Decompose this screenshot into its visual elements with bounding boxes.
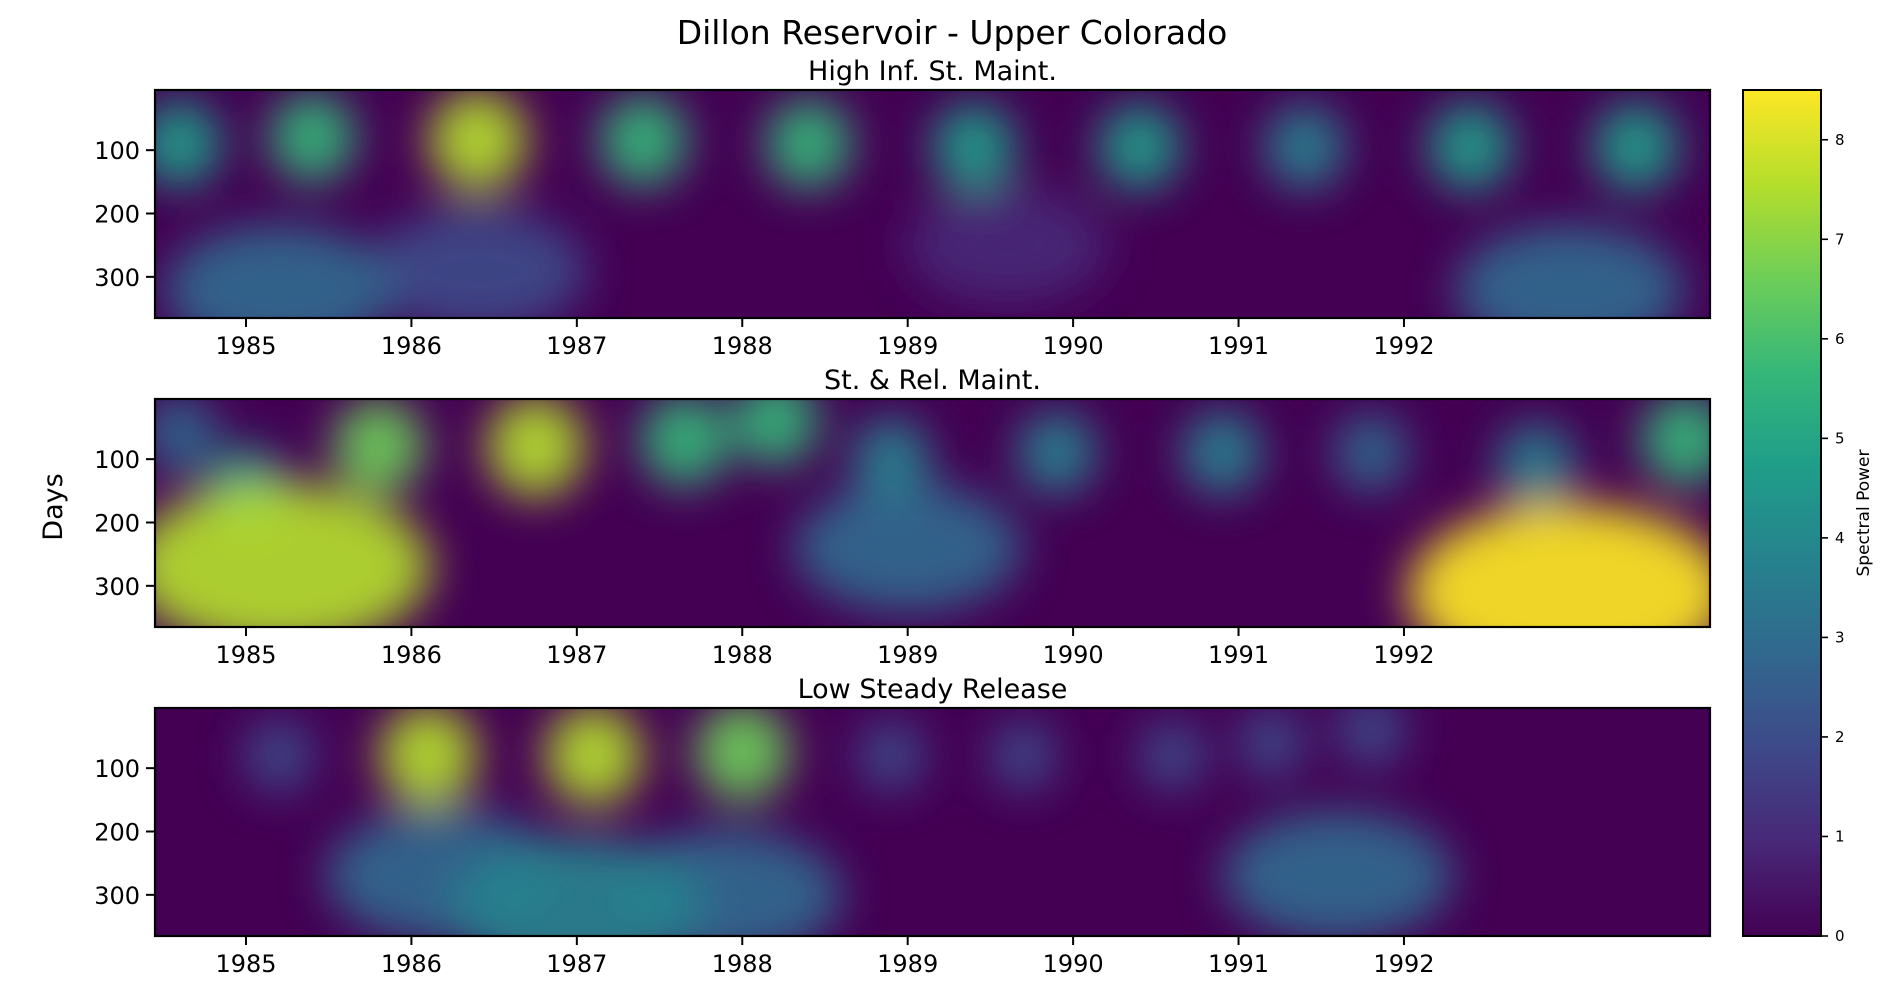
panel-frame — [153, 88, 1712, 320]
x-tick-label: 1987 — [546, 950, 607, 978]
spectral-hotspot — [1138, 719, 1207, 792]
x-tick-label: 1990 — [1043, 332, 1104, 360]
spectral-hotspot — [1427, 102, 1513, 192]
spectral-hotspot — [906, 187, 1108, 303]
spectral-hotspot — [1333, 413, 1409, 493]
spectral-hotspot — [332, 399, 425, 495]
spectral-hotspot — [1335, 708, 1407, 768]
spectral-hotspot — [639, 399, 729, 487]
x-tick-label: 1988 — [712, 950, 773, 978]
panel-subtitle: St. & Rel. Maint. — [824, 365, 1041, 396]
spectral-hotspot — [450, 836, 703, 936]
colorbar-tick-label: 4 — [1835, 529, 1845, 547]
spectral-hotspot — [1181, 410, 1263, 496]
y-tick-label: 100 — [94, 755, 140, 783]
panel-subtitle: Low Steady Release — [798, 674, 1068, 705]
x-tick-label: 1985 — [215, 641, 276, 669]
y-tick-label: 200 — [94, 201, 140, 229]
x-tick-label: 1989 — [877, 332, 938, 360]
x-tick-label: 1991 — [1208, 332, 1269, 360]
y-tick-label: 100 — [94, 137, 140, 165]
spectral-hotspot — [545, 708, 642, 806]
panel-frame — [153, 706, 1712, 938]
x-tick-label: 1985 — [215, 950, 276, 978]
colorbar-tick-label: 8 — [1835, 131, 1845, 149]
colorbar-tick-label: 7 — [1835, 230, 1845, 248]
spectral-hotspot — [1640, 399, 1710, 487]
panel-subtitle: High Inf. St. Maint. — [808, 56, 1057, 87]
spectral-hotspot — [269, 92, 356, 183]
spectral-hotspot — [1222, 810, 1454, 936]
x-tick-label: 1992 — [1373, 950, 1434, 978]
spectral-hotspot — [1016, 411, 1097, 495]
x-tick-label: 1992 — [1373, 641, 1434, 669]
spectral-hotspot — [1237, 708, 1306, 780]
y-tick-label: 200 — [94, 510, 140, 538]
spectral-hotspot — [155, 100, 222, 188]
spectral-hotspot — [1264, 104, 1346, 190]
spectral-hotspot — [851, 417, 932, 502]
y-axis-label: Days — [38, 473, 69, 540]
x-tick-label: 1990 — [1043, 950, 1104, 978]
panel-frame — [153, 397, 1712, 629]
colorbar-label: Spectral Power — [1854, 450, 1874, 577]
colorbar-tick-label: 3 — [1835, 628, 1845, 646]
spectral-hotspot — [428, 90, 527, 192]
spectral-hotspot — [1408, 504, 1710, 627]
spectral-hotspot — [1098, 103, 1181, 191]
colorbar-tick-label: 2 — [1835, 728, 1845, 746]
spectral-hotspot — [155, 483, 431, 627]
y-tick-label: 100 — [94, 446, 140, 474]
colorbar-tick-label: 1 — [1835, 827, 1845, 845]
spectral-hotspot — [379, 708, 477, 807]
spectral-hotspot — [155, 399, 218, 474]
x-tick-label: 1987 — [546, 641, 607, 669]
spectral-hotspot — [163, 224, 395, 318]
colorbar-tick-label: 5 — [1835, 429, 1845, 447]
x-tick-label: 1986 — [381, 950, 442, 978]
colorbar-tick-label: 6 — [1835, 330, 1845, 348]
spectral-hotspot — [793, 483, 1022, 613]
panel-2: St. & Rel. Maint. 1985 1986 1987 1988 1989 199… — [94, 365, 1712, 669]
spectral-hotspot — [486, 399, 585, 498]
x-tick-label: 1988 — [712, 641, 773, 669]
spectral-hotspot — [1454, 224, 1685, 318]
panel-1: High Inf. St. Maint. 1985 1986 1987 1988 1989… — [94, 56, 1712, 360]
colorbar-tick-label: 0 — [1835, 927, 1845, 945]
spectral-hotspot — [694, 708, 790, 802]
spectral-hotspot — [856, 719, 926, 792]
y-tick-label: 300 — [94, 264, 140, 292]
spectral-hotspot — [599, 94, 687, 187]
spectral-hotspot — [732, 399, 819, 467]
colorbar-scale — [1742, 89, 1822, 937]
spectral-hotspot — [989, 719, 1058, 792]
x-tick-label: 1990 — [1043, 641, 1104, 669]
x-tick-label: 1987 — [546, 332, 607, 360]
x-tick-label: 1989 — [877, 641, 938, 669]
spectral-hotspot — [765, 98, 852, 189]
x-tick-label: 1985 — [215, 332, 276, 360]
x-tick-label: 1989 — [877, 950, 938, 978]
x-tick-label: 1986 — [381, 641, 442, 669]
panel-3: Low Steady Release 1985 1986 1987 1988 1989 19… — [94, 674, 1712, 978]
x-tick-label: 1991 — [1208, 950, 1269, 978]
spectral-hotspot — [368, 208, 587, 318]
spectral-hotspot — [243, 718, 315, 793]
x-tick-label: 1988 — [712, 332, 773, 360]
spectral-hotspot — [931, 103, 1016, 191]
spectral-hotspot — [1496, 423, 1577, 508]
x-tick-label: 1992 — [1373, 332, 1434, 360]
y-tick-label: 300 — [94, 573, 140, 601]
y-tick-label: 200 — [94, 819, 140, 847]
x-tick-label: 1991 — [1208, 641, 1269, 669]
y-tick-label: 300 — [94, 882, 140, 910]
spectral-hotspot — [1593, 102, 1679, 192]
x-tick-label: 1986 — [381, 332, 442, 360]
figure-title: Dillon Reservoir - Upper Colorado — [677, 13, 1228, 52]
